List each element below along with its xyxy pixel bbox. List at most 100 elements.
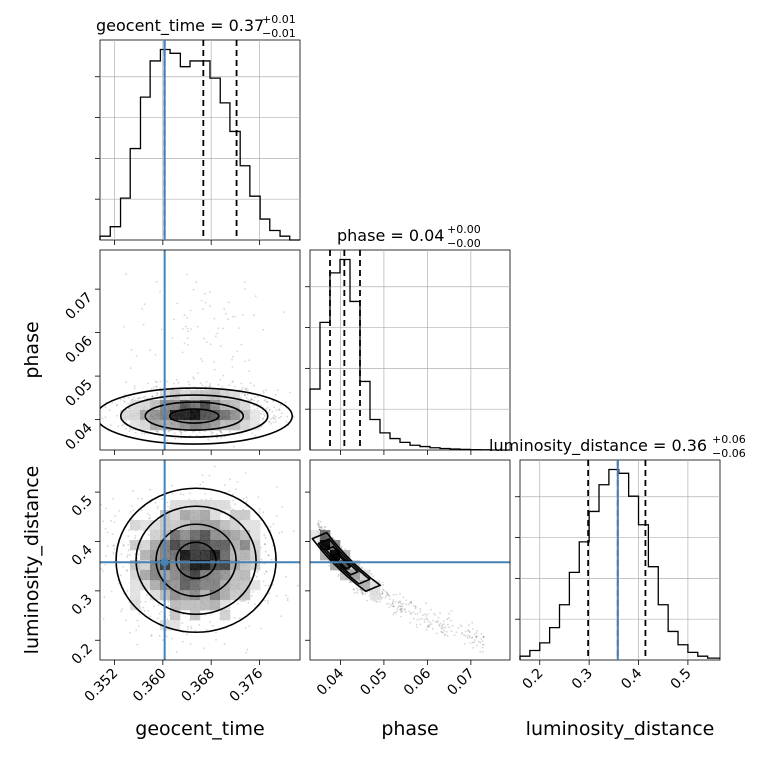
geocent-time-phase-sample-point bbox=[201, 300, 203, 302]
geocent-time-luminosity-distance-sample-point bbox=[186, 634, 188, 636]
geocent-time-phase-sample-point bbox=[111, 402, 113, 404]
geocent-time-luminosity-distance-sample-point bbox=[281, 531, 283, 533]
geocent-time-phase-sample-point bbox=[135, 432, 137, 434]
geocent-time-luminosity-distance-sample-point bbox=[215, 632, 217, 634]
geocent-time-phase-sample-point bbox=[143, 324, 145, 326]
geocent-time-luminosity-distance-sample-point bbox=[132, 490, 134, 492]
geocent-time-luminosity-distance-density-cell bbox=[210, 580, 220, 590]
geocent-time-luminosity-distance-density-cell bbox=[210, 600, 220, 610]
geocent-time-phase-sample-point bbox=[187, 328, 189, 330]
geocent-time-phase-sample-point bbox=[152, 395, 154, 397]
geocent-time-phase-sample-point bbox=[193, 378, 195, 380]
geocent-time-luminosity-distance-sample-point bbox=[105, 555, 107, 557]
geocent-time-luminosity-distance-sample-point bbox=[229, 478, 231, 480]
geocent-time-phase-density-cell bbox=[170, 400, 180, 410]
geocent-time-phase-sample-point bbox=[283, 311, 285, 313]
geocent-time-luminosity-distance-sample-point bbox=[149, 514, 151, 516]
geocent-time-phase-sample-point bbox=[253, 405, 255, 407]
geocent-time-luminosity-distance-density-cell bbox=[240, 550, 250, 560]
geocent-time-phase-sample-point bbox=[144, 396, 146, 398]
geocent-time-phase-sample-point bbox=[257, 396, 259, 398]
geocent-time-phase-sample-point bbox=[202, 360, 204, 362]
geocent-time-luminosity-distance-sample-point bbox=[171, 485, 173, 487]
geocent-time-luminosity-distance-density-cell bbox=[200, 500, 210, 510]
geocent-time-luminosity-distance-sample-point bbox=[100, 568, 102, 570]
geocent-time-luminosity-distance-density-cell bbox=[200, 580, 210, 590]
geocent-time-luminosity-distance-sample-point bbox=[118, 510, 120, 512]
geocent-time-luminosity-distance-sample-point bbox=[246, 649, 248, 651]
geocent-time-luminosity-distance-sample-point bbox=[234, 617, 236, 619]
geocent-time-phase-sample-point bbox=[246, 397, 248, 399]
geocent-time-phase-sample-point bbox=[263, 413, 265, 415]
geocent-time-luminosity-distance-sample-point bbox=[134, 535, 136, 537]
geocent-time-luminosity-distance-sample-point bbox=[146, 594, 148, 596]
geocent-time-luminosity-distance-sample-point bbox=[128, 529, 130, 531]
geocent-time-luminosity-distance-sample-point bbox=[285, 595, 287, 597]
panel-phase-vs-luminosity-distance bbox=[310, 460, 510, 660]
geocent-time-phase-sample-point bbox=[142, 397, 144, 399]
geocent-time-luminosity-distance-density-cell bbox=[200, 600, 210, 610]
geocent-time-phase-sample-point bbox=[196, 434, 198, 436]
geocent-time-phase-sample-point bbox=[209, 291, 211, 293]
geocent-time-phase-sample-point bbox=[274, 418, 276, 420]
title-phase-sup: +0.00 bbox=[447, 223, 481, 236]
geocent-time-luminosity-distance-density-cell bbox=[190, 500, 200, 510]
geocent-time-luminosity-distance-sample-point bbox=[276, 595, 278, 597]
geocent-time-phase-density-cell bbox=[240, 420, 250, 430]
geocent-time-luminosity-distance-sample-point bbox=[181, 622, 183, 624]
geocent-time-luminosity-distance-sample-point bbox=[105, 528, 107, 530]
geocent-time-luminosity-distance-sample-point bbox=[111, 591, 113, 593]
geocent-time-luminosity-distance-sample-point bbox=[305, 555, 307, 557]
geocent-time-phase-sample-point bbox=[138, 397, 140, 399]
geocent-time-phase-sample-point bbox=[196, 281, 198, 283]
geocent-time-luminosity-distance-sample-point bbox=[138, 625, 140, 627]
geocent-time-luminosity-distance-sample-point bbox=[251, 595, 253, 597]
geocent-time-phase-sample-point bbox=[200, 358, 202, 360]
geocent-time-luminosity-distance-sample-point bbox=[214, 466, 216, 468]
geocent-time-phase-sample-point bbox=[177, 246, 179, 248]
geocent-time-phase-sample-point bbox=[186, 274, 188, 276]
geocent-time-phase-sample-point bbox=[144, 433, 146, 435]
geocent-time-phase-sample-point bbox=[184, 431, 186, 433]
geocent-time-phase-sample-point bbox=[270, 418, 272, 420]
geocent-time-phase-sample-point bbox=[227, 318, 229, 320]
geocent-time-luminosity-distance-sample-point bbox=[262, 511, 264, 513]
geocent-time-phase-sample-point bbox=[168, 431, 170, 433]
geocent-time-luminosity-distance-sample-point bbox=[147, 513, 149, 515]
phase-luminosity-distance-sample-point bbox=[440, 623, 442, 625]
geocent-time-luminosity-distance-density-cell bbox=[220, 540, 230, 550]
geocent-time-luminosity-distance-sample-point bbox=[157, 618, 159, 620]
geocent-time-phase-sample-point bbox=[270, 423, 272, 425]
geocent-time-phase-sample-point bbox=[203, 338, 205, 340]
geocent-time-luminosity-distance-density-cell bbox=[130, 520, 140, 530]
geocent-time-luminosity-distance-density-cell bbox=[130, 580, 140, 590]
geocent-time-phase-sample-point bbox=[264, 400, 266, 402]
geocent-time-luminosity-distance-sample-point bbox=[113, 552, 115, 554]
geocent-time-luminosity-distance-sample-point bbox=[287, 599, 289, 601]
geocent-time-luminosity-distance-density-cell bbox=[190, 610, 200, 620]
geocent-time-phase-sample-point bbox=[204, 293, 206, 295]
geocent-time-luminosity-distance-density-cell bbox=[190, 510, 200, 520]
geocent-time-luminosity-distance-sample-point bbox=[120, 574, 122, 576]
geocent-time-phase-sample-point bbox=[214, 318, 216, 320]
geocent-time-phase-sample-point bbox=[223, 308, 225, 310]
geocent-time-luminosity-distance-sample-point bbox=[114, 521, 116, 523]
geocent-time-phase-sample-point bbox=[157, 393, 159, 395]
phase-luminosity-distance-sample-point bbox=[480, 642, 482, 644]
phase-luminosity-distance-sample-point bbox=[392, 601, 394, 603]
geocent-time-luminosity-distance-sample-point bbox=[112, 498, 114, 500]
geocent-time-luminosity-distance-sample-point bbox=[268, 555, 270, 557]
geocent-time-phase-sample-point bbox=[161, 329, 163, 331]
geocent-time-phase-sample-point bbox=[253, 314, 255, 316]
geocent-time-phase-sample-point bbox=[238, 327, 240, 329]
geocent-time-luminosity-distance-sample-point bbox=[191, 628, 193, 630]
geocent-time-phase-density-cell bbox=[180, 410, 190, 420]
geocent-time-phase-sample-point bbox=[251, 432, 253, 434]
geocent-time-phase-sample-point bbox=[234, 316, 236, 318]
geocent-time-luminosity-distance-sample-point bbox=[202, 474, 204, 476]
geocent-time-phase-sample-point bbox=[166, 440, 168, 442]
geocent-time-phase-sample-point bbox=[125, 428, 127, 430]
geocent-time-luminosity-distance-sample-point bbox=[121, 608, 123, 610]
geocent-time-phase-sample-point bbox=[247, 394, 249, 396]
